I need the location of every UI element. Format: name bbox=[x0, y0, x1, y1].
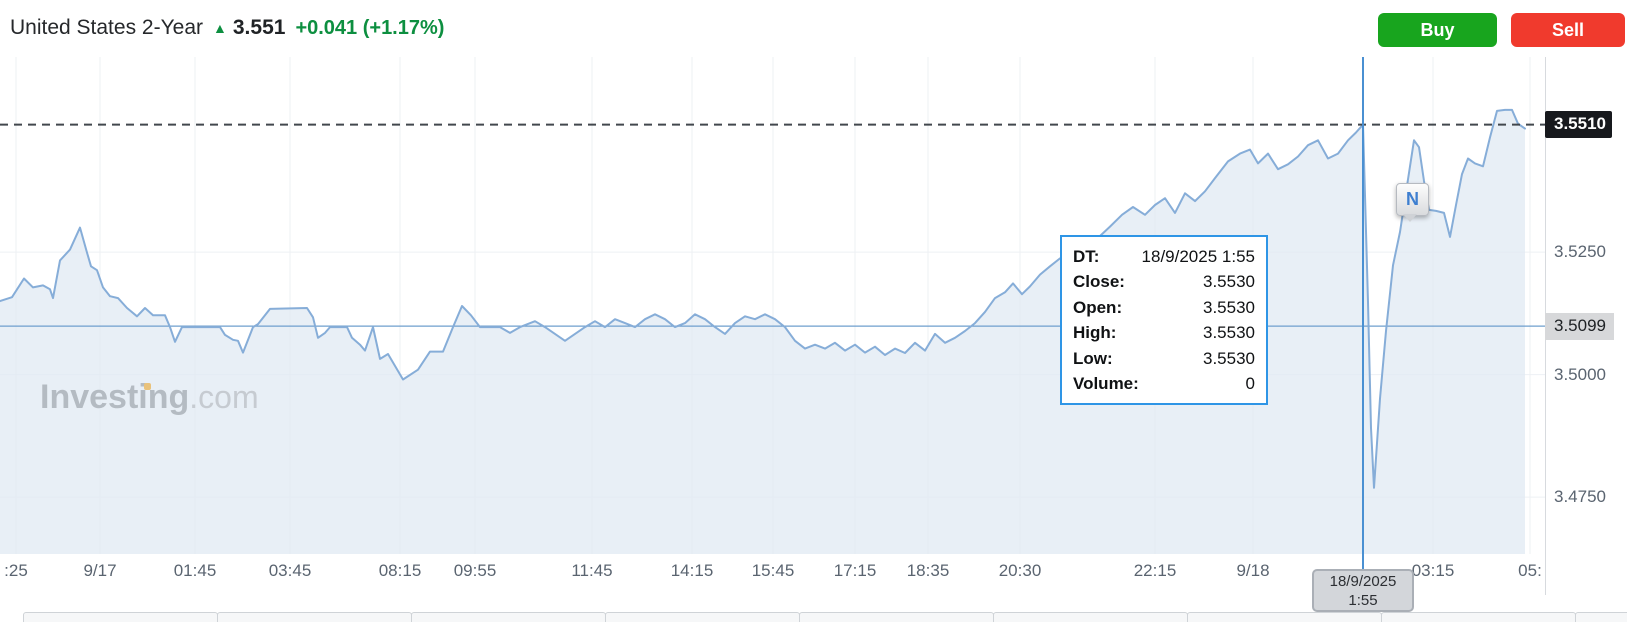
bottom-bar-cell[interactable] bbox=[411, 612, 606, 622]
news-marker[interactable]: N bbox=[1396, 183, 1429, 222]
watermark-brand: Investing bbox=[40, 378, 190, 416]
up-arrow-icon: ▲ bbox=[213, 20, 227, 36]
crosshair-time: 1:55 bbox=[1348, 592, 1378, 609]
x-axis-tick-label: 11:45 bbox=[571, 561, 613, 580]
y-axis-label: 3.5510 bbox=[1545, 111, 1612, 138]
x-axis-tick-label: 18:35 bbox=[906, 561, 950, 580]
last-price: 3.551 bbox=[232, 16, 286, 39]
y-axis-label: 3.5250 bbox=[1554, 242, 1606, 261]
ohlc-tooltip: DT: 18/9/2025 1:55 Close: 3.5530 Open: 3… bbox=[1060, 235, 1268, 405]
tooltip-row-low: Low: 3.5530 bbox=[1073, 348, 1255, 368]
x-axis-tick-label: 03:45 bbox=[268, 561, 312, 580]
x-axis-tick-label: 01:45 bbox=[173, 561, 217, 580]
news-marker-letter: N bbox=[1406, 189, 1419, 209]
x-axis-tick-label: 22:15 bbox=[1133, 561, 1177, 580]
sell-button[interactable]: Sell bbox=[1511, 13, 1625, 47]
header: United States 2-Year ▲ 3.551 +0.041 (+1.… bbox=[10, 9, 444, 47]
instrument-title: United States 2-Year bbox=[10, 16, 204, 39]
x-axis-tick-label: 05: bbox=[1518, 561, 1542, 580]
bottom-bar-cell[interactable] bbox=[605, 612, 800, 622]
price-line bbox=[0, 108, 1526, 489]
bottom-bar-cell[interactable] bbox=[1187, 612, 1382, 622]
x-axis-tick-label: :25 bbox=[4, 561, 28, 580]
bottom-bar-cell[interactable] bbox=[993, 612, 1188, 622]
x-axis-tick-label: 9/18 bbox=[1236, 561, 1270, 580]
x-axis-tick-label: 20:30 bbox=[998, 561, 1042, 580]
investing-watermark: Investing.com bbox=[40, 380, 259, 414]
tooltip-row-volume: Volume: 0 bbox=[1073, 373, 1255, 393]
bottom-bar-cell[interactable] bbox=[1575, 612, 1627, 622]
bottom-bar-cell[interactable] bbox=[217, 612, 412, 622]
tooltip-row-dt: DT: 18/9/2025 1:55 bbox=[1073, 247, 1255, 266]
x-axis-tick-label: 03:15 bbox=[1411, 561, 1455, 580]
x-axis-tick-label: 09:55 bbox=[453, 561, 497, 580]
bottom-bar-cell[interactable] bbox=[1381, 612, 1576, 622]
y-axis-label: 3.5000 bbox=[1554, 365, 1606, 384]
bottom-toolbar bbox=[23, 612, 1627, 622]
y-axis-label: 3.4750 bbox=[1554, 487, 1606, 506]
tooltip-row-high: High: 3.5530 bbox=[1073, 323, 1255, 343]
y-axis-label: 3.5099 bbox=[1545, 313, 1614, 340]
watermark-i-dot bbox=[144, 383, 151, 390]
tooltip-row-close: Close: 3.5530 bbox=[1073, 272, 1255, 292]
chart-plot[interactable] bbox=[0, 57, 1545, 554]
area-fill bbox=[0, 109, 1525, 554]
price-change: +0.041 (+1.17%) bbox=[295, 16, 445, 39]
buy-button[interactable]: Buy bbox=[1378, 13, 1497, 47]
crosshair-date-label: 18/9/2025 1:55 bbox=[1312, 569, 1414, 612]
x-axis-tick-label: 17:15 bbox=[833, 561, 877, 580]
tooltip-row-open: Open: 3.5530 bbox=[1073, 297, 1255, 317]
plot-svg bbox=[0, 57, 1545, 554]
x-axis-tick-label: 08:15 bbox=[378, 561, 422, 580]
x-axis-tick-label: 15:45 bbox=[751, 561, 795, 580]
crosshair-date: 18/9/2025 bbox=[1329, 573, 1397, 590]
crosshair-vertical-line bbox=[1362, 57, 1364, 569]
x-axis: :25 9/17 01:45 03:45 08:15 09:55 11:45 14:15 15:… bbox=[0, 561, 1545, 583]
bottom-bar-cell[interactable] bbox=[799, 612, 994, 622]
bottom-bar-cell[interactable] bbox=[23, 612, 218, 622]
x-axis-tick-label: 9/17 bbox=[83, 561, 117, 580]
x-axis-tick-label: 14:15 bbox=[670, 561, 714, 580]
y-axis: 3.5510 3.5250 3.5099 3.5000 3.4750 bbox=[1545, 57, 1627, 554]
watermark-suffix: .com bbox=[189, 379, 259, 415]
